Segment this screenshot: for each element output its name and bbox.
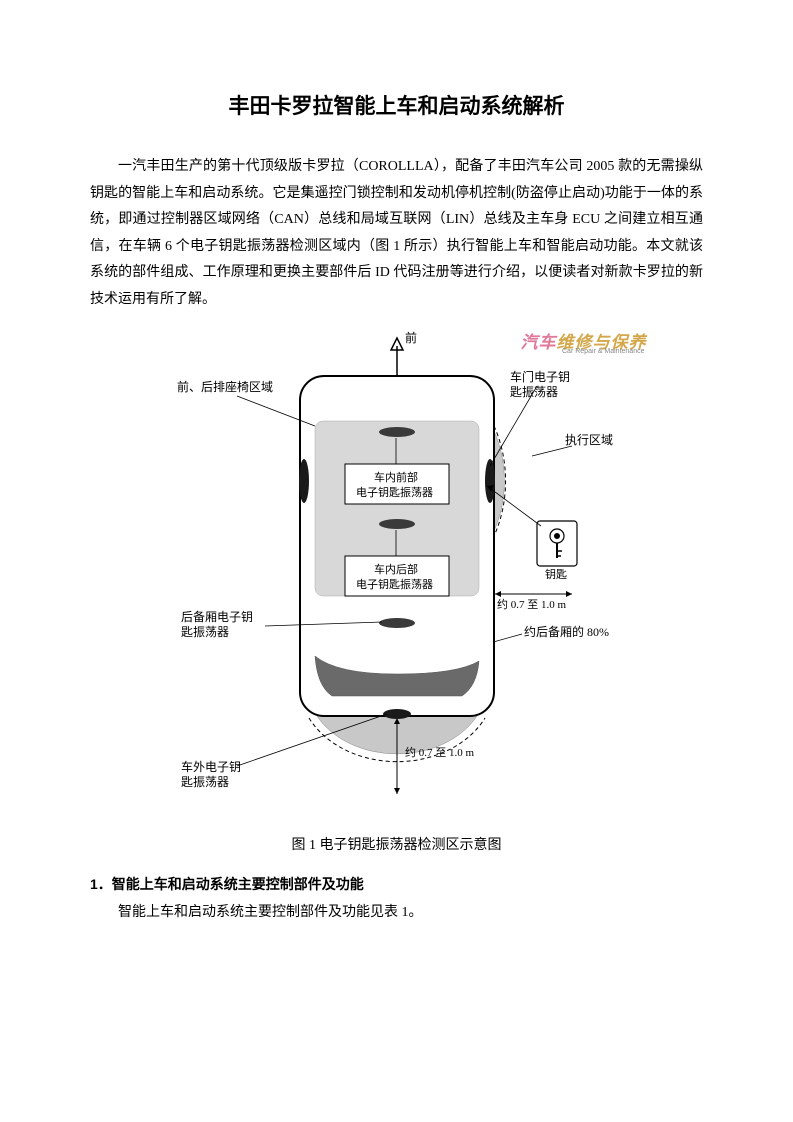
label-front-int-1: 车内前部 bbox=[374, 470, 418, 484]
diagram-container: 汽车维修与保养 Car Repair & Maintenance bbox=[177, 326, 617, 826]
label-rear-int-2: 电子钥匙振荡器 bbox=[356, 577, 433, 591]
intro-paragraph: 一汽丰田生产的第十代顶级版卡罗拉（COROLLLA），配备了丰田汽车公司 200… bbox=[90, 154, 703, 314]
document-title: 丰田卡罗拉智能上车和启动系统解析 bbox=[90, 90, 703, 120]
label-door-osc-2: 匙振荡器 bbox=[510, 385, 558, 399]
watermark-part1: 汽车 bbox=[521, 333, 557, 352]
label-key: 钥匙 bbox=[545, 567, 567, 581]
label-door-osc-1: 车门电子钥 bbox=[510, 369, 570, 384]
label-ext-osc-2: 匙振荡器 bbox=[181, 775, 229, 789]
label-trunk-80: 约后备厢的 80% bbox=[524, 624, 609, 639]
label-trunk-osc-1: 后备厢电子钥 bbox=[181, 610, 253, 624]
label-seat-area: 前、后排座椅区域 bbox=[177, 379, 273, 394]
section-1-body: 智能上车和启动系统主要控制部件及功能见表 1。 bbox=[90, 900, 703, 927]
section-1-heading: 1．智能上车和启动系统主要控制部件及功能 bbox=[90, 874, 703, 894]
label-ext-osc-1: 车外电子钥 bbox=[181, 759, 241, 774]
oscillator-diagram: 前 前、后排座椅区域 车门电子钥 匙振荡器 执行区域 车内前部 电子钥匙振荡器 … bbox=[177, 326, 617, 826]
label-dist-2: 约 0.7 至 1.0 m bbox=[405, 746, 474, 759]
figure-caption: 图 1 电子钥匙振荡器检测区示意图 bbox=[90, 834, 703, 854]
label-exec-zone: 执行区域 bbox=[565, 433, 613, 447]
label-front-int-2: 电子钥匙振荡器 bbox=[356, 485, 433, 499]
label-front: 前 bbox=[405, 330, 417, 345]
watermark-subtitle: Car Repair & Maintenance bbox=[562, 348, 645, 355]
label-rear-int-1: 车内后部 bbox=[374, 562, 418, 576]
label-dist-1: 约 0.7 至 1.0 m bbox=[497, 598, 566, 611]
label-trunk-osc-2: 匙振荡器 bbox=[181, 625, 229, 639]
